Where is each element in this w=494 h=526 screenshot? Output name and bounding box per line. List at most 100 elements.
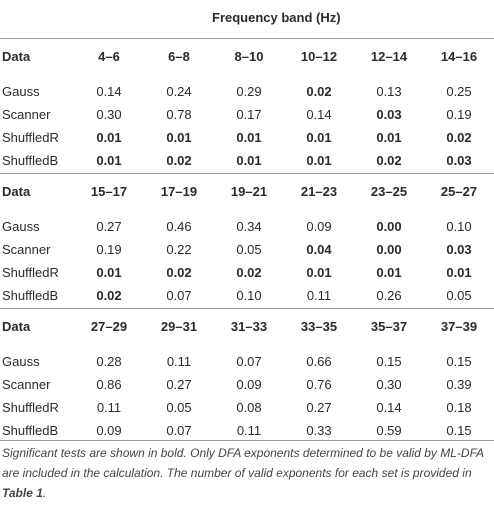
band-label: 8–10 (234, 49, 264, 64)
value-cell: 0.13 (376, 84, 402, 99)
value-cell: 0.15 (446, 423, 472, 438)
value-cell: 0.25 (446, 84, 472, 99)
row-label: Gauss (2, 354, 40, 369)
table-row: Gauss 0.14 0.24 0.29 0.02 0.13 0.25 (0, 80, 494, 103)
frequency-band-title: Frequency band (Hz) (212, 10, 341, 25)
value-cell: 0.27 (306, 400, 332, 415)
row-label: ShuffledR (2, 265, 59, 280)
block-divider (0, 173, 494, 174)
table-bottom-rule (0, 440, 494, 441)
footnote-end: . (42, 486, 47, 500)
table-row: Scanner 0.19 0.22 0.05 0.04 0.00 0.03 (0, 238, 494, 261)
table-block-3: Data 27–29 29–31 31–33 33–35 35–37 37–39… (0, 310, 494, 442)
value-cell: 0.33 (306, 423, 332, 438)
value-cell: 0.01 (236, 153, 262, 168)
value-cell: 0.27 (166, 377, 192, 392)
table-reference-link[interactable]: Table 1 (2, 486, 43, 500)
row-label: ShuffledR (2, 400, 59, 415)
value-cell: 0.27 (96, 219, 122, 234)
value-cell: 0.11 (236, 423, 262, 438)
value-cell: 0.59 (376, 423, 402, 438)
value-cell: 0.76 (306, 377, 332, 392)
value-cell: 0.30 (376, 377, 402, 392)
data-column-label: Data (2, 319, 31, 334)
table-row: Gauss 0.28 0.11 0.07 0.66 0.15 0.15 (0, 350, 494, 373)
value-cell: 0.03 (376, 107, 402, 122)
band-label: 21–23 (300, 184, 338, 199)
value-cell: 0.09 (236, 377, 262, 392)
value-cell: 0.01 (376, 130, 402, 145)
data-column-label: Data (2, 49, 31, 64)
value-cell: 0.11 (306, 288, 332, 303)
header-rule (0, 38, 494, 39)
row-label: ShuffledB (2, 423, 59, 438)
table-block-2: Data 15–17 17–19 19–21 21–23 23–25 25–27… (0, 175, 494, 307)
value-cell: 0.09 (96, 423, 122, 438)
band-label: 31–33 (230, 319, 268, 334)
row-label: Scanner (2, 107, 51, 122)
value-cell: 0.01 (236, 130, 262, 145)
band-label: 29–31 (160, 319, 198, 334)
value-cell: 0.05 (166, 400, 192, 415)
band-header-row: Data 4–6 6–8 8–10 10–12 12–14 14–16 (0, 40, 494, 74)
row-label: Gauss (2, 219, 40, 234)
value-cell: 0.11 (96, 400, 122, 415)
band-header-row: Data 27–29 29–31 31–33 33–35 35–37 37–39 (0, 310, 494, 344)
value-cell: 0.08 (236, 400, 262, 415)
value-cell: 0.00 (376, 242, 402, 257)
band-label: 17–19 (160, 184, 198, 199)
table-row: ShuffledR 0.11 0.05 0.08 0.27 0.14 0.18 (0, 396, 494, 419)
row-label: ShuffledB (2, 153, 59, 168)
value-cell: 0.05 (446, 288, 472, 303)
band-label: 15–17 (90, 184, 128, 199)
row-label: ShuffledR (2, 130, 59, 145)
value-cell: 0.01 (96, 153, 122, 168)
band-label: 19–21 (230, 184, 268, 199)
value-cell: 0.07 (236, 354, 262, 369)
value-cell: 0.26 (376, 288, 402, 303)
value-cell: 0.02 (166, 153, 192, 168)
value-cell: 0.07 (166, 423, 192, 438)
value-cell: 0.14 (376, 400, 402, 415)
value-cell: 0.86 (96, 377, 122, 392)
table-footnote: Significant tests are shown in bold. Onl… (2, 443, 490, 503)
value-cell: 0.10 (446, 219, 472, 234)
table-block-1: Data 4–6 6–8 8–10 10–12 12–14 14–16 Gaus… (0, 40, 494, 172)
row-label: Gauss (2, 84, 40, 99)
band-label: 12–14 (370, 49, 408, 64)
value-cell: 0.14 (96, 84, 122, 99)
value-cell: 0.30 (96, 107, 122, 122)
row-label: Scanner (2, 242, 51, 257)
value-cell: 0.10 (236, 288, 262, 303)
value-cell: 0.01 (306, 153, 332, 168)
value-cell: 0.01 (446, 265, 472, 280)
band-label: 27–29 (90, 319, 128, 334)
band-label: 23–25 (370, 184, 408, 199)
value-cell: 0.66 (306, 354, 332, 369)
row-label: ShuffledB (2, 288, 59, 303)
value-cell: 0.18 (446, 400, 472, 415)
value-cell: 0.01 (96, 265, 122, 280)
data-column-label: Data (2, 184, 31, 199)
table-row: Scanner 0.30 0.78 0.17 0.14 0.03 0.19 (0, 103, 494, 126)
table-row: ShuffledR 0.01 0.01 0.01 0.01 0.01 0.02 (0, 126, 494, 149)
band-label: 14–16 (440, 49, 478, 64)
value-cell: 0.14 (306, 107, 332, 122)
band-label: 33–35 (300, 319, 338, 334)
value-cell: 0.34 (236, 219, 262, 234)
value-cell: 0.02 (376, 153, 402, 168)
value-cell: 0.22 (166, 242, 192, 257)
value-cell: 0.02 (166, 265, 192, 280)
value-cell: 0.15 (376, 354, 402, 369)
table-row: ShuffledB 0.02 0.07 0.10 0.11 0.26 0.05 (0, 284, 494, 307)
table-row: Scanner 0.86 0.27 0.09 0.76 0.30 0.39 (0, 373, 494, 396)
footnote-text: Significant tests are shown in bold. Onl… (2, 446, 484, 480)
value-cell: 0.01 (306, 265, 332, 280)
value-cell: 0.19 (96, 242, 122, 257)
row-label: Scanner (2, 377, 51, 392)
value-cell: 0.01 (376, 265, 402, 280)
value-cell: 0.02 (306, 84, 332, 99)
band-label: 4–6 (98, 49, 120, 64)
value-cell: 0.01 (96, 130, 122, 145)
band-label: 25–27 (440, 184, 478, 199)
